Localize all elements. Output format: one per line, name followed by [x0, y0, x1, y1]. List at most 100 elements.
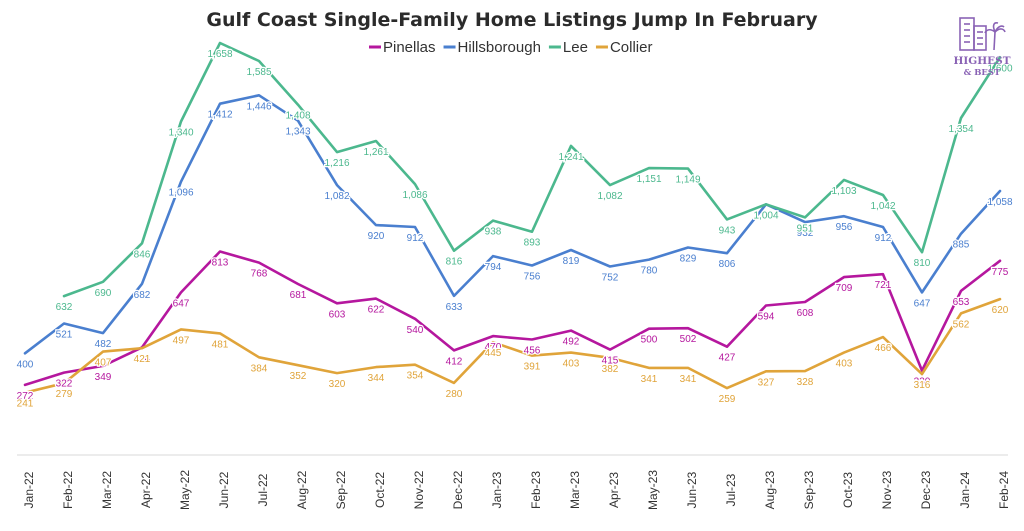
data-label-lee: 943 — [719, 225, 736, 236]
data-label-hillsborough: 1,004 — [753, 210, 778, 221]
chart-title: Gulf Coast Single-Family Home Listings J… — [206, 9, 818, 31]
data-label-collier: 403 — [836, 359, 853, 370]
x-tick-label: Mar-22 — [100, 471, 114, 509]
data-label-lee: 846 — [134, 249, 151, 260]
data-label-pinellas: 500 — [641, 335, 658, 346]
data-label-collier: 259 — [719, 394, 736, 405]
data-label-hillsborough: 780 — [641, 266, 658, 277]
data-label-lee: 1,585 — [246, 67, 271, 78]
data-label-hillsborough: 1,058 — [987, 197, 1012, 208]
data-label-hillsborough: 794 — [485, 262, 502, 273]
data-label-lee: 1,103 — [831, 186, 856, 197]
data-label-hillsborough: 912 — [407, 233, 424, 244]
data-label-collier: 316 — [914, 380, 931, 391]
data-label-pinellas: 603 — [329, 309, 346, 320]
legend-item-lee: Lee — [548, 39, 588, 56]
data-label-pinellas: 415 — [602, 356, 619, 367]
data-label-pinellas: 608 — [797, 308, 814, 319]
data-label-hillsborough: 482 — [95, 339, 112, 350]
data-label-hillsborough: 756 — [524, 272, 541, 283]
data-label-lee: 632 — [56, 302, 73, 313]
x-tick-label: Sep-23 — [802, 470, 816, 509]
logo-line2: & BEST — [964, 68, 1001, 78]
data-label-lee: 1,408 — [285, 111, 310, 122]
x-tick-label: Dec-23 — [919, 470, 933, 509]
legend-label: Lee — [563, 39, 588, 56]
data-label-collier: 562 — [953, 319, 970, 330]
data-label-collier: 341 — [641, 374, 658, 385]
data-label-lee: 1,340 — [168, 127, 193, 138]
x-tick-label: Jan-24 — [958, 471, 972, 508]
x-tick-label: Aug-23 — [763, 470, 777, 509]
data-label-hillsborough: 521 — [56, 329, 73, 340]
data-label-pinellas: 502 — [680, 334, 697, 345]
data-label-collier: 354 — [407, 371, 424, 382]
data-label-lee: 1,042 — [870, 201, 895, 212]
x-tick-label: Feb-23 — [529, 471, 543, 509]
x-tick-label: Jul-23 — [724, 473, 738, 506]
data-label-pinellas: 681 — [290, 290, 307, 301]
data-label-hillsborough: 647 — [914, 298, 931, 309]
data-label-pinellas: 424 — [134, 353, 151, 364]
data-label-hillsborough: 829 — [680, 254, 697, 265]
data-label-hillsborough: 752 — [602, 273, 619, 284]
data-label-collier: 241 — [17, 399, 34, 410]
legend-item-pinellas: Pinellas — [369, 39, 436, 56]
x-tick-label: Oct-22 — [373, 472, 387, 508]
building-icon — [959, 17, 1006, 51]
data-label-lee: 1,261 — [363, 147, 388, 158]
data-label-lee: 1,086 — [402, 190, 427, 201]
data-label-lee: 1,004 — [753, 210, 778, 221]
data-label-lee: 1,658 — [207, 49, 232, 60]
data-label-hillsborough: 1,446 — [246, 101, 271, 112]
data-label-lee: 1,354 — [948, 124, 973, 135]
data-label-lee: 810 — [914, 258, 931, 269]
data-label-pinellas: 540 — [407, 325, 424, 336]
x-tick-label: Jan-23 — [490, 471, 504, 508]
x-tick-label: Mar-23 — [568, 471, 582, 509]
data-label-pinellas: 647 — [173, 298, 190, 309]
data-label-hillsborough: 806 — [719, 259, 736, 270]
data-label-pinellas: 813 — [212, 257, 229, 268]
data-label-collier: 466 — [875, 343, 892, 354]
x-tick-label: Aug-22 — [295, 470, 309, 509]
data-label-hillsborough: 1,412 — [207, 110, 232, 121]
data-label-collier: 445 — [485, 348, 502, 359]
x-tick-label: May-23 — [646, 470, 660, 510]
data-label-hillsborough: 633 — [446, 302, 463, 313]
x-tick-label: Apr-22 — [139, 472, 153, 508]
data-label-collier: 407 — [95, 358, 112, 369]
legend-label: Hillsborough — [458, 39, 541, 56]
data-label-hillsborough: 1,343 — [285, 127, 310, 138]
data-label-pinellas: 412 — [446, 356, 463, 367]
series-line-hillsborough — [23, 94, 1002, 355]
data-label-pinellas: 330 — [914, 377, 931, 388]
data-label-pinellas: 653 — [953, 297, 970, 308]
data-label-pinellas: 272 — [17, 391, 34, 402]
data-label-hillsborough: 885 — [953, 240, 970, 251]
x-tick-label: Jan-22 — [22, 471, 36, 508]
data-label-pinellas: 775 — [992, 267, 1009, 278]
data-label-pinellas: 456 — [524, 346, 541, 357]
data-label-lee: 1,600 — [987, 63, 1012, 74]
x-tick-label: Apr-23 — [607, 472, 621, 508]
legend-label: Pinellas — [383, 39, 436, 56]
brand-logo: HIGHEST & BEST — [953, 17, 1011, 78]
data-label-hillsborough: 1,096 — [168, 188, 193, 199]
x-tick-label: Jun-22 — [217, 471, 231, 508]
data-label-lee: 1,082 — [597, 191, 622, 202]
data-label-collier: 497 — [173, 335, 190, 346]
x-tick-label: Sep-22 — [334, 470, 348, 509]
data-label-pinellas: 322 — [56, 379, 73, 390]
data-label-hillsborough: 400 — [17, 359, 34, 370]
logo-line1: HIGHEST — [953, 55, 1010, 67]
data-label-collier: 382 — [602, 364, 619, 375]
data-label-lee: 1,151 — [636, 174, 661, 185]
data-label-pinellas: 594 — [758, 311, 775, 322]
x-tick-label: Jul-22 — [256, 473, 270, 506]
x-tick-label: Dec-22 — [451, 470, 465, 509]
series-line-collier — [23, 297, 1002, 394]
data-label-hillsborough: 819 — [563, 256, 580, 267]
